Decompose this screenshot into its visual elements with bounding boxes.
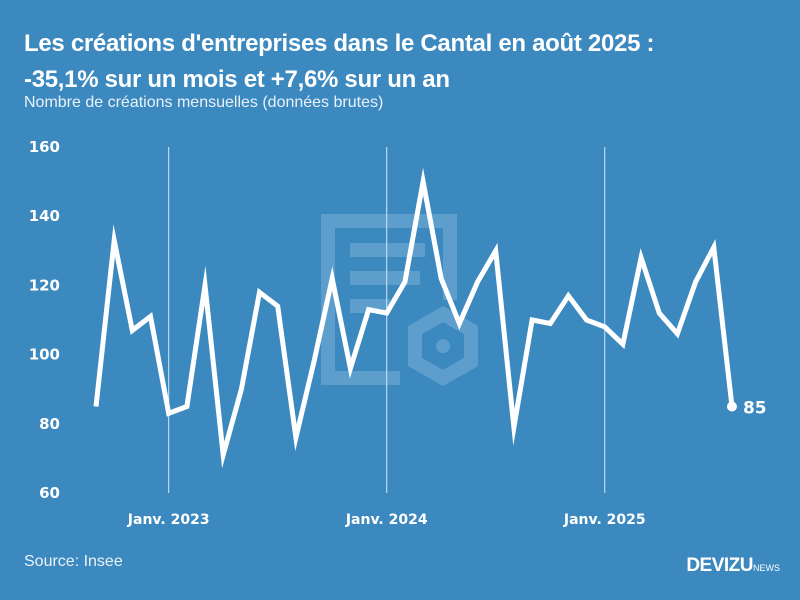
watermark-hexagon-dot (436, 339, 450, 353)
last-point-marker (726, 401, 737, 412)
source-note: Source: Insee (24, 553, 123, 570)
brand-name: DEVIZU (686, 555, 753, 576)
chart-subtitle: Nombre de créations mensuelles (données … (24, 94, 384, 111)
title-line-1: Les créations d'entreprises dans le Cant… (24, 30, 655, 57)
brand-logo: DEVIZUNEWS (686, 555, 780, 577)
y-tick-label: 60 (39, 484, 60, 502)
x-tick-label: Janv. 2024 (345, 512, 428, 528)
watermark-logo (321, 214, 478, 387)
series-line (93, 167, 735, 469)
chart-title: Les créations d'entreprises dans le Cant… (24, 26, 654, 98)
x-tick-label: Janv. 2025 (563, 512, 646, 528)
last-value-label: 85 (743, 399, 767, 419)
title-line-2: -35,1% sur un mois et +7,6% sur un an (24, 66, 450, 93)
y-tick-label: 160 (29, 138, 60, 156)
watermark-hexagon-icon (408, 305, 478, 387)
y-tick-label: 120 (29, 276, 60, 294)
watermark-document-icon (321, 214, 457, 385)
brand-suffix: NEWS (753, 563, 780, 573)
y-tick-label: 140 (29, 207, 60, 225)
y-tick-label: 80 (39, 415, 60, 433)
x-tick-label: Janv. 2023 (127, 512, 210, 528)
y-tick-label: 100 (29, 346, 60, 364)
